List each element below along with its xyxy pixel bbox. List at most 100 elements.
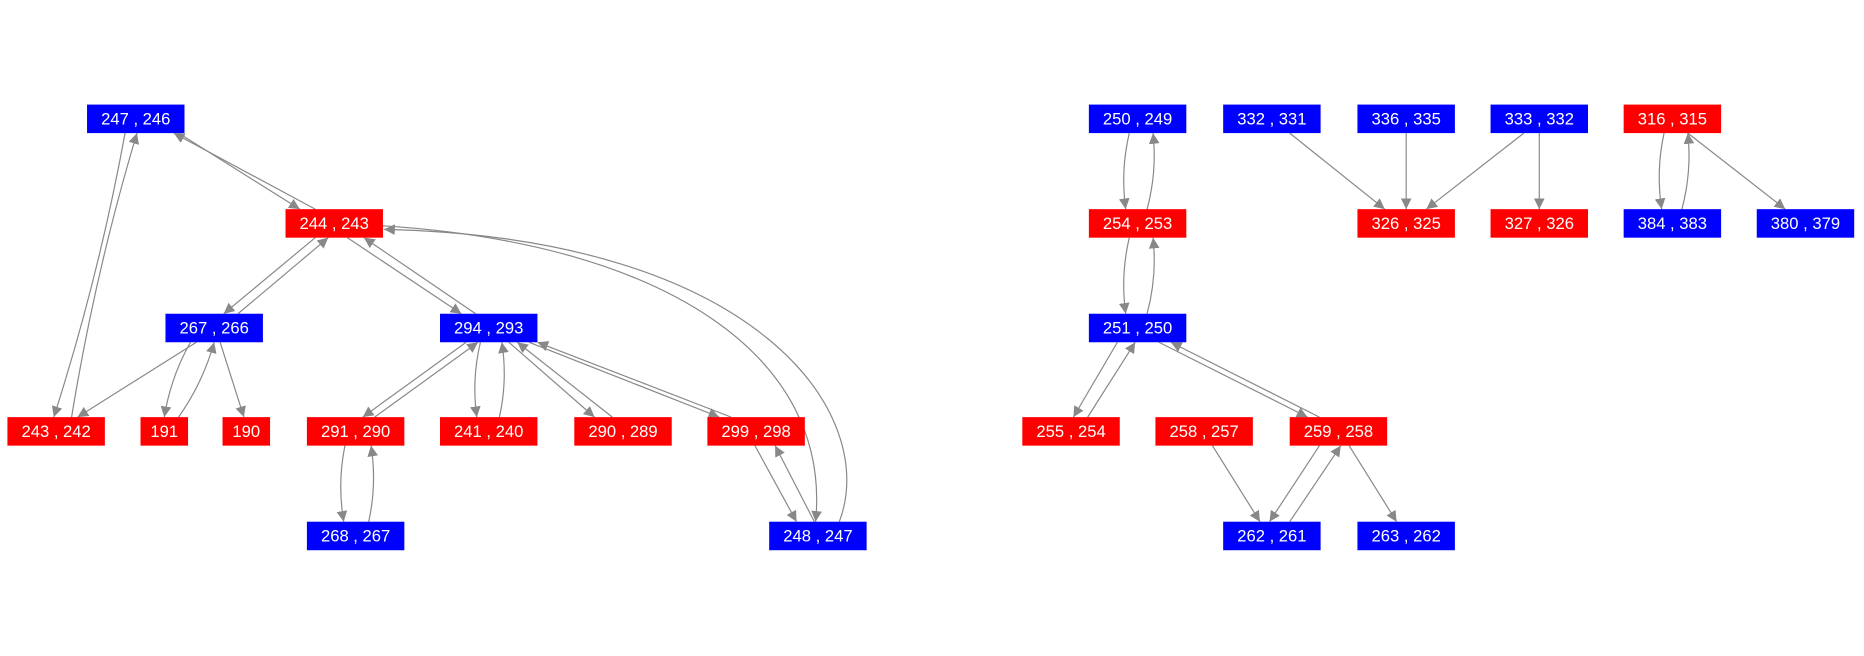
edge bbox=[516, 341, 613, 418]
node: 262 , 261 bbox=[1223, 521, 1321, 551]
edge bbox=[1118, 237, 1130, 314]
node: 380 , 379 bbox=[1756, 209, 1855, 238]
node-box bbox=[1223, 521, 1321, 551]
node-box bbox=[285, 209, 383, 238]
node-label: 268 , 267 bbox=[321, 527, 390, 546]
node-box bbox=[1022, 417, 1120, 446]
node: 255 , 254 bbox=[1022, 417, 1120, 446]
edge bbox=[346, 237, 462, 315]
node-label: 291 , 290 bbox=[321, 422, 390, 441]
node: 250 , 249 bbox=[1088, 104, 1187, 134]
node-label: 384 , 383 bbox=[1638, 214, 1707, 233]
node-box bbox=[574, 417, 672, 446]
node-label: 294 , 293 bbox=[454, 319, 523, 338]
node: 190 bbox=[222, 417, 271, 446]
node-label: 332 , 331 bbox=[1237, 109, 1306, 128]
edge bbox=[774, 445, 815, 522]
node: 259 , 258 bbox=[1289, 417, 1388, 446]
node: 248 , 247 bbox=[769, 521, 867, 551]
node-label: 333 , 332 bbox=[1505, 109, 1574, 128]
node-label: 251 , 250 bbox=[1103, 319, 1172, 338]
edge bbox=[1289, 445, 1342, 523]
node: 327 , 326 bbox=[1490, 209, 1588, 238]
node: 191 bbox=[140, 417, 189, 446]
edge bbox=[537, 341, 732, 418]
node-label: 316 , 315 bbox=[1638, 109, 1707, 128]
node: 241 , 240 bbox=[440, 417, 538, 446]
node: 254 , 253 bbox=[1088, 209, 1187, 238]
node: 333 , 332 bbox=[1490, 104, 1588, 134]
node-label: 241 , 240 bbox=[454, 422, 523, 441]
node: 268 , 267 bbox=[306, 521, 405, 551]
node: 267 , 266 bbox=[165, 313, 263, 343]
node: 291 , 290 bbox=[306, 417, 405, 446]
node-box bbox=[1155, 417, 1253, 446]
node-box bbox=[87, 104, 185, 134]
node-label: 299 , 298 bbox=[721, 422, 790, 441]
edge bbox=[1681, 133, 1695, 210]
node-box bbox=[306, 417, 405, 446]
node-box bbox=[1357, 104, 1455, 134]
node-label: 258 , 257 bbox=[1169, 422, 1238, 441]
node-box bbox=[1289, 417, 1388, 446]
node-box bbox=[1357, 209, 1455, 238]
node-label: 262 , 261 bbox=[1237, 527, 1306, 546]
node-label: 255 , 254 bbox=[1036, 422, 1105, 441]
edge bbox=[77, 341, 197, 418]
node-box bbox=[306, 521, 405, 551]
edge bbox=[382, 225, 822, 522]
edge bbox=[498, 342, 509, 418]
node-label: 380 , 379 bbox=[1771, 214, 1840, 233]
edge bbox=[754, 445, 798, 522]
node-box bbox=[440, 417, 538, 446]
node-label: 327 , 326 bbox=[1505, 214, 1574, 233]
node-label: 191 bbox=[150, 422, 178, 441]
edge bbox=[1146, 133, 1160, 210]
edge bbox=[528, 341, 720, 419]
node-box bbox=[769, 521, 867, 551]
edge bbox=[1348, 445, 1398, 523]
node-label: 250 , 249 bbox=[1103, 109, 1172, 128]
node: 243 , 242 bbox=[7, 417, 105, 446]
edge bbox=[178, 342, 217, 418]
node-box bbox=[1623, 104, 1722, 134]
edge bbox=[219, 342, 246, 418]
node-label: 267 , 266 bbox=[180, 319, 249, 338]
node: 294 , 293 bbox=[440, 313, 538, 343]
edge bbox=[1158, 341, 1308, 418]
node: 332 , 331 bbox=[1223, 104, 1321, 134]
node-label: 248 , 247 bbox=[783, 527, 852, 546]
edge bbox=[508, 341, 595, 418]
node-box bbox=[440, 313, 538, 343]
node: 326 , 325 bbox=[1357, 209, 1455, 238]
node-box bbox=[165, 313, 263, 343]
node: 299 , 298 bbox=[707, 417, 805, 446]
node-box bbox=[1223, 104, 1321, 134]
node-label: 254 , 253 bbox=[1103, 214, 1172, 233]
edge bbox=[1269, 445, 1320, 523]
edge bbox=[363, 237, 476, 315]
node-label: 190 bbox=[232, 422, 260, 441]
edge bbox=[362, 341, 467, 418]
edge bbox=[71, 132, 140, 418]
node: 244 , 243 bbox=[285, 209, 383, 238]
node-box bbox=[1756, 209, 1855, 238]
node-box bbox=[1088, 104, 1187, 134]
node: 384 , 383 bbox=[1623, 209, 1722, 238]
edge bbox=[1170, 341, 1320, 418]
node-box bbox=[1490, 104, 1588, 134]
edge bbox=[178, 132, 301, 210]
edge bbox=[51, 132, 126, 418]
node: 263 , 262 bbox=[1357, 521, 1455, 551]
node-box bbox=[1623, 209, 1722, 238]
edge bbox=[1289, 132, 1386, 210]
node-label: 326 , 325 bbox=[1372, 214, 1441, 233]
node-label: 259 , 258 bbox=[1304, 422, 1373, 441]
edge bbox=[1426, 132, 1525, 210]
edge bbox=[367, 445, 378, 522]
node-label: 336 , 335 bbox=[1372, 109, 1441, 128]
edge bbox=[223, 237, 316, 315]
edge bbox=[336, 445, 348, 522]
